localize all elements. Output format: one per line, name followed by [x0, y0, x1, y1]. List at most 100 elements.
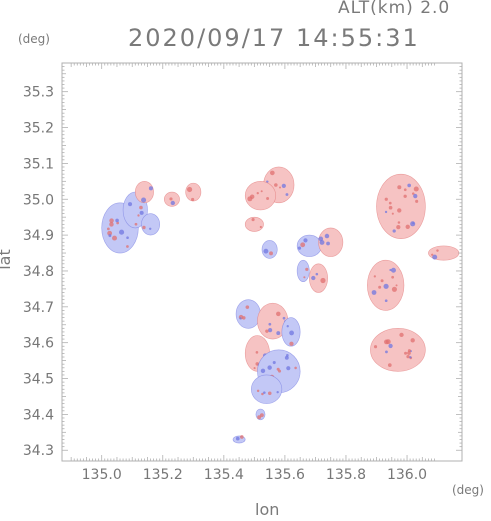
echo-cell: [259, 413, 264, 418]
echo-cell: [263, 248, 269, 254]
echo-cell: [255, 351, 259, 354]
echo-cell: [276, 311, 281, 317]
echo-cell: [303, 276, 306, 279]
echo-cell: [407, 351, 411, 355]
echo-cell: [289, 341, 294, 346]
echo-cell: [378, 285, 382, 289]
echo-cell: [397, 221, 401, 224]
echo-cell: [274, 183, 278, 187]
echo-cell: [305, 267, 309, 271]
echo-cell: [276, 391, 279, 394]
echo-cell: [142, 225, 146, 230]
echo-cell: [303, 238, 308, 243]
echo-cell: [240, 435, 244, 439]
echo-cell: [285, 193, 289, 196]
echo-cell: [399, 332, 404, 338]
echo-cell: [371, 290, 377, 295]
echo-cell: [409, 356, 412, 359]
echo-cell: [270, 170, 275, 176]
echo-region: [318, 227, 344, 257]
echo-cell: [388, 201, 392, 205]
x-axis-title: lon: [255, 500, 280, 519]
echo-cell: [411, 192, 415, 195]
echo-cell: [260, 190, 263, 193]
echo-cell: [388, 343, 393, 349]
echo-cell: [137, 214, 140, 217]
echo-cell: [169, 197, 173, 201]
echo-cell: [384, 299, 388, 303]
lat-tick-label: 34.3: [23, 443, 54, 459]
x-unit-label: (deg): [452, 483, 484, 497]
echo-cell: [266, 197, 270, 200]
lat-tick-label: 34.4: [23, 407, 54, 423]
echo-cell: [300, 242, 306, 248]
echo-cell: [397, 185, 402, 190]
echo-cell: [235, 436, 240, 441]
echo-cell: [387, 363, 392, 367]
lat-tick-label: 34.7: [23, 300, 54, 316]
echo-region: [141, 213, 161, 236]
lon-tick-label: 135.6: [265, 467, 305, 483]
echo-cell: [320, 277, 326, 284]
echo-cell: [318, 236, 324, 242]
echo-cell: [410, 338, 415, 343]
altitude-label: ALT(km) 2.0: [338, 0, 451, 18]
echo-cell: [297, 246, 302, 250]
echo-cell: [141, 197, 147, 203]
echo-cell: [406, 354, 410, 359]
echo-region: [296, 259, 310, 283]
echo-region: [251, 374, 283, 404]
echo-cell: [403, 194, 407, 198]
echo-cell: [109, 218, 114, 223]
echo-region: [261, 240, 278, 259]
echo-cell: [407, 183, 412, 188]
echo-region: [370, 328, 426, 372]
echo-cell: [106, 227, 110, 231]
lon-tick-label: 135.0: [82, 467, 122, 483]
echo-cell: [127, 202, 133, 207]
lat-tick-label: 34.9: [23, 228, 54, 244]
echo-cell: [326, 241, 330, 246]
echo-cell: [187, 186, 193, 193]
echo-cell: [108, 234, 112, 238]
lon-tick-label: 135.8: [326, 467, 366, 483]
echo-cell: [119, 229, 125, 235]
echo-cell: [281, 183, 286, 188]
echo-cell: [410, 221, 416, 227]
echo-cell: [261, 392, 264, 396]
echo-cell: [268, 328, 273, 333]
lon-tick-label: 136.0: [387, 467, 427, 483]
echo-cell: [278, 186, 282, 189]
echo-cell: [109, 222, 114, 227]
echo-region: [376, 173, 426, 239]
echo-cell: [432, 254, 438, 260]
echo-region: [134, 181, 154, 204]
echo-cell: [268, 322, 272, 326]
lon-tick-label: 135.2: [143, 467, 183, 483]
echo-cell: [139, 210, 144, 215]
echo-cell: [263, 391, 266, 394]
timestamp-title: 2020/09/17 14:55:31: [128, 24, 420, 52]
echo-region: [244, 216, 264, 232]
echo-cell: [391, 286, 397, 292]
echo-cell: [191, 197, 195, 202]
echo-cell: [267, 391, 272, 396]
echo-cell: [267, 365, 272, 370]
echo-cell: [403, 188, 407, 192]
echo-cell: [384, 197, 388, 201]
y-unit-label: (deg): [18, 32, 50, 46]
echo-cell: [436, 249, 439, 252]
echo-cell: [294, 366, 297, 370]
echo-cell: [431, 253, 434, 256]
echo-cell: [373, 345, 378, 349]
echo-region: [244, 181, 277, 211]
echo-cell: [245, 305, 250, 309]
echo-cell: [384, 210, 388, 214]
echo-cell: [392, 229, 396, 233]
echo-cell: [116, 221, 120, 225]
lon-tick-label: 135.4: [204, 467, 244, 483]
echo-cell: [413, 186, 419, 192]
echo-cell: [278, 369, 282, 373]
echo-cell: [170, 200, 175, 206]
echo-cell: [256, 389, 260, 393]
